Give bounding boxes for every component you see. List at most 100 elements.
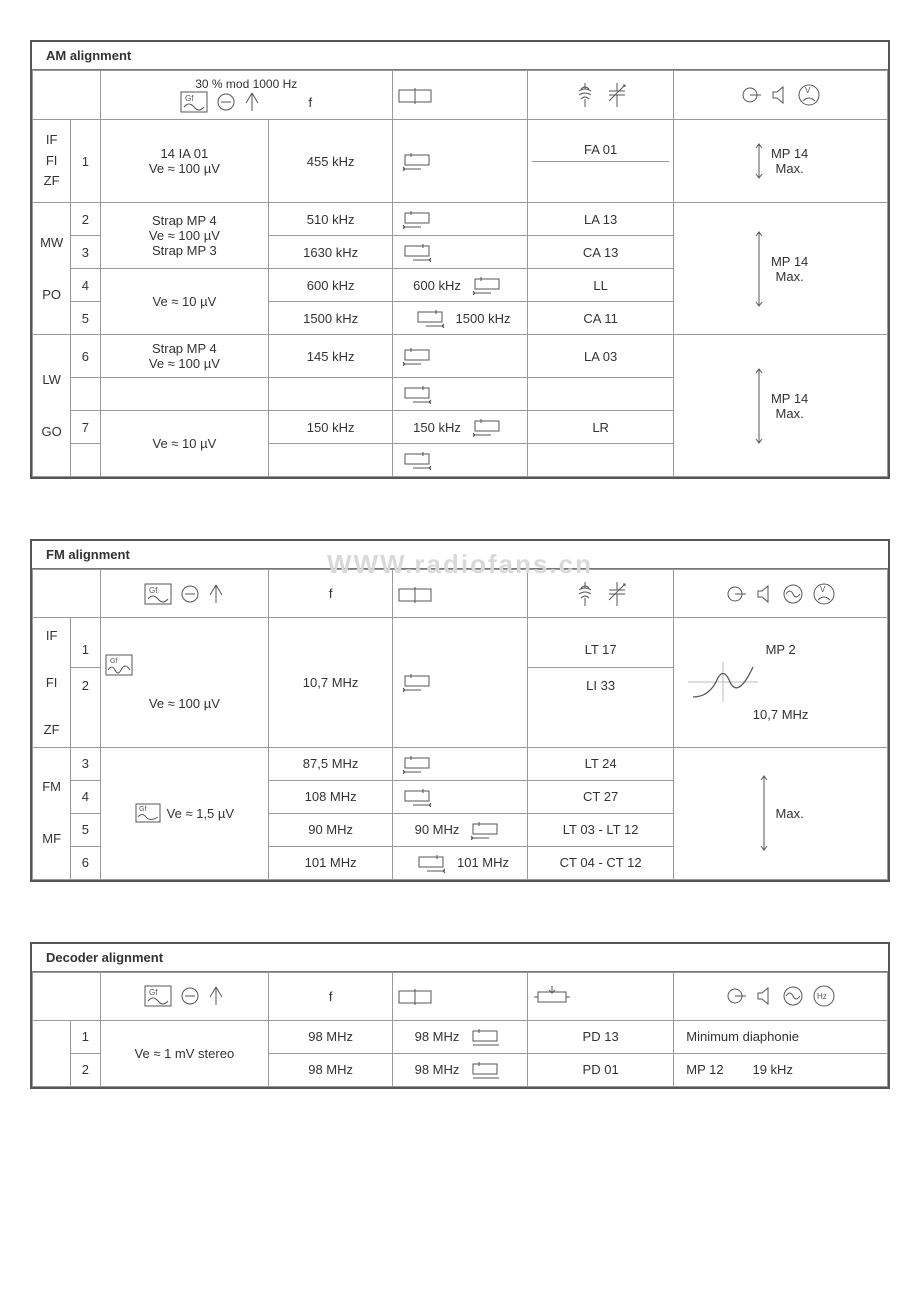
adj-cell: LT 03 - LT 12	[528, 813, 674, 846]
scope-icon	[782, 985, 804, 1007]
speaker-icon	[756, 584, 774, 604]
fm-header-gen: Gf	[100, 570, 269, 618]
res-cell: MP 2 10,7 MHz	[674, 618, 888, 748]
f-cell	[269, 444, 393, 477]
circle-arrow-icon	[726, 986, 748, 1006]
step-cell: 3	[71, 747, 100, 780]
sweep-gen-icon: Gf	[105, 654, 133, 676]
tune-text: 90 MHz	[415, 822, 460, 837]
circle-arrow-icon	[726, 584, 748, 604]
dec-table: Gf f Hz 1 Ve ≈ 1 mV s	[32, 972, 888, 1087]
step-cell: 7	[71, 411, 100, 444]
dial-icon	[397, 985, 433, 1007]
gen-cell: Ve ≈ 1 mV stereo	[100, 1020, 269, 1086]
f-header: f	[269, 570, 393, 618]
coil-adjust-icon	[573, 81, 597, 109]
gf-box-icon: Gf	[180, 91, 208, 113]
svg-text:V: V	[820, 585, 826, 594]
scope-icon	[782, 583, 804, 605]
tune-text: 98 MHz	[415, 1029, 460, 1044]
f-cell: 10,7 MHz	[269, 618, 393, 748]
coil-right-icon	[397, 242, 437, 262]
tune-cell: 90 MHz	[393, 813, 528, 846]
svg-text:Gf: Gf	[139, 806, 146, 813]
circle-minus-icon	[180, 986, 200, 1006]
f-cell: 98 MHz	[269, 1053, 393, 1086]
pot-icon	[532, 984, 572, 1008]
coil-right-icon	[397, 787, 437, 807]
f-cell: 510 kHz	[269, 203, 393, 236]
meter-v-icon: V	[812, 582, 836, 606]
gf-box-icon: Gf	[144, 985, 172, 1007]
coil-left-icon	[397, 209, 437, 229]
coil-right-icon	[411, 853, 451, 873]
f-cell: 98 MHz	[269, 1020, 393, 1053]
sweep-gen-small-icon: Gf	[135, 803, 161, 823]
adj-cell: LT 24	[528, 747, 674, 780]
step-cell	[71, 378, 100, 411]
adj-cell: LL	[528, 269, 674, 302]
fm-header-tune	[393, 570, 528, 618]
coil-right-icon	[465, 1060, 505, 1080]
coil-left-icon	[467, 275, 507, 295]
band-cell: IF FI ZF	[33, 120, 71, 203]
band-cell: FM MF	[33, 747, 71, 879]
adj-cell	[528, 444, 674, 477]
table-row: MW PO 2 Strap MP 4 Ve ≈ 100 µV Strap MP …	[33, 203, 888, 236]
fm-header-adjust	[528, 570, 674, 618]
decoder-alignment-block: Decoder alignment Gf f	[30, 942, 890, 1089]
coil-adjust-icon	[573, 580, 597, 608]
gen-cell: Ve ≈ 10 µV	[100, 411, 269, 477]
res-text: MP 14 Max.	[771, 391, 808, 421]
am-header-blank	[33, 71, 101, 120]
f-cell: 145 kHz	[269, 335, 393, 378]
adj-cell	[528, 378, 674, 411]
adj-1: LT 17	[528, 632, 673, 668]
res-cell: Max.	[674, 747, 888, 879]
coil-right-icon	[410, 308, 450, 328]
coil-right-icon	[397, 384, 437, 404]
dial-icon	[397, 84, 523, 106]
step-1: 1	[71, 632, 99, 668]
res-note: 10,7 MHz	[678, 707, 883, 722]
step-cell: 2	[71, 203, 100, 236]
tune-cell: 150 kHz	[393, 411, 528, 444]
gen-cell: 14 IA 01 Ve ≈ 100 µV	[100, 120, 269, 203]
tune-cell	[393, 236, 528, 269]
tune-text: 101 MHz	[457, 855, 509, 870]
tune-text: 600 kHz	[413, 278, 461, 293]
band-cell: LW GO	[33, 335, 71, 477]
res-cell: MP 14 Max.	[674, 203, 888, 335]
speaker-icon	[756, 986, 774, 1006]
adj-2: LI 33	[528, 668, 673, 703]
antenna-icon	[208, 583, 224, 605]
adj-cell: LT 17 LI 33	[528, 618, 674, 748]
tune-cell	[393, 747, 528, 780]
coil-left-icon	[397, 754, 437, 774]
fm-table: Gf f V	[32, 569, 888, 880]
svg-text:Gf: Gf	[149, 988, 158, 997]
adj-cell: LR	[528, 411, 674, 444]
trimmer-cap-icon	[605, 580, 629, 608]
f-cell: 87,5 MHz	[269, 747, 393, 780]
adj-cell: LA 13	[528, 203, 674, 236]
adj-text: FA 01	[532, 142, 669, 162]
step-cell: 4	[71, 780, 100, 813]
step-cell: 3	[71, 236, 100, 269]
dial-icon	[397, 583, 433, 605]
step-cell: 5	[71, 302, 100, 335]
am-header-gen: 30 % mod 1000 Hz Gf f	[100, 71, 393, 120]
res-text: MP 2	[678, 642, 883, 657]
s-curve-icon	[678, 657, 768, 707]
step-cell: 1 2	[71, 618, 100, 748]
band-cell: IF FI ZF	[33, 618, 71, 748]
f-cell: 1630 kHz	[269, 236, 393, 269]
am-header-tune	[393, 71, 528, 120]
f-cell: 90 MHz	[269, 813, 393, 846]
dec-header-gen: Gf	[100, 972, 269, 1020]
gen-cell: Strap MP 4 Ve ≈ 100 µV Strap MP 3	[100, 203, 269, 269]
adj-cell: CT 27	[528, 780, 674, 813]
step-cell: 5	[71, 813, 100, 846]
adj-cell: CA 11	[528, 302, 674, 335]
f-cell: 455 kHz	[269, 120, 393, 203]
